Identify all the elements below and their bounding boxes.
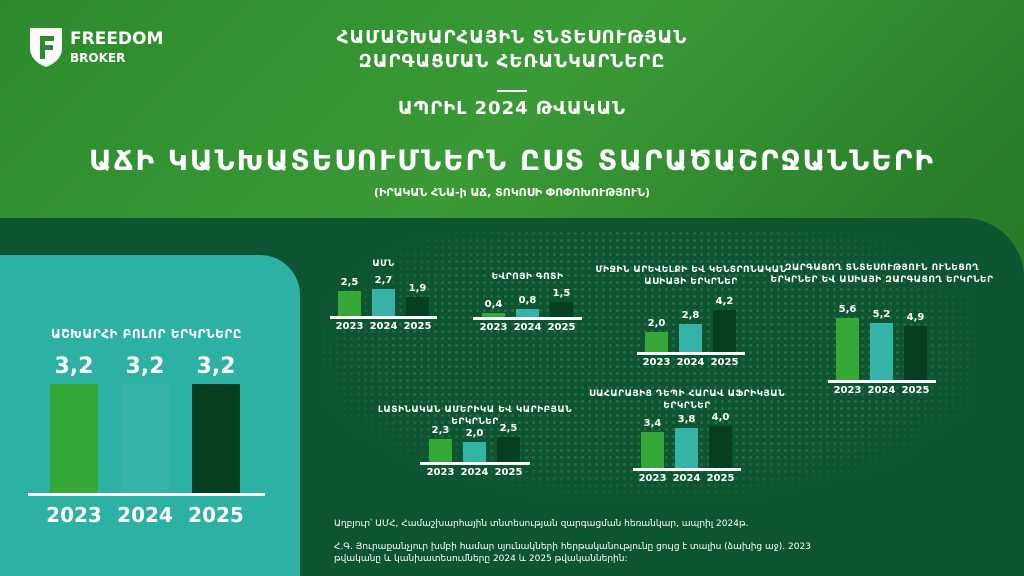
value-label: 3,8 xyxy=(677,414,696,426)
bar-2025 xyxy=(406,297,429,316)
year-label: 2023 xyxy=(479,322,508,333)
headline: ԱՃԻ ԿԱՆԽԱՏԵՍՈՒՄՆԵՐՆ ԸՍՏ ՏԱՐԱԾԱՇՐՋԱՆՆԵՐԻ xyxy=(89,144,935,177)
chart-title: ՄԻՋԻՆ ԱՐԵՎԵԼՔԻ ԵՎ ԿԵՆՏՐՈՆԱԿԱՆ ԱՍԻԱՅԻ ԵՐԿ… xyxy=(595,265,787,287)
bar-2023 xyxy=(338,291,361,316)
year-label: 2023 xyxy=(335,321,364,332)
value-label: 4,0 xyxy=(711,412,730,423)
year-label: 2023 xyxy=(46,503,102,527)
value-label: 2,0 xyxy=(465,428,484,439)
bar-2023 xyxy=(429,439,452,462)
year-label: 2023 xyxy=(426,467,455,478)
bar-2025 xyxy=(192,384,240,493)
bar-2025 xyxy=(709,426,732,468)
title-line1: ՀԱՄԱՇԽԱՐՀԱՅԻՆ ՏՆՏԵՍՈՒԹՅԱՆ xyxy=(336,27,688,48)
value-label: 2,5 xyxy=(340,277,359,288)
year-label: 2024 xyxy=(460,467,489,478)
logo-line2: BROKER xyxy=(70,50,126,65)
bar-2025 xyxy=(904,326,927,380)
baseline xyxy=(473,317,582,320)
value-label: 2,5 xyxy=(499,423,518,434)
divider xyxy=(497,90,527,92)
report-date: ԱՊՐԻԼ 2024 ԹՎԱԿԱՆ xyxy=(398,98,626,119)
bar-2025 xyxy=(550,302,573,317)
bar-2023 xyxy=(482,313,505,317)
freedom-broker-logo: FREEDOM BROKER xyxy=(28,26,163,68)
value-label: 2,3 xyxy=(431,425,450,436)
value-label: 4,2 xyxy=(715,296,734,307)
year-label: 2024 xyxy=(369,321,398,332)
value-label: 1,9 xyxy=(408,283,427,294)
bar-2024 xyxy=(463,442,486,462)
baseline xyxy=(633,468,741,471)
bar-2024 xyxy=(121,384,169,493)
bar-2024 xyxy=(516,309,539,317)
baseline xyxy=(828,380,936,383)
value-label: 3,2 xyxy=(125,354,165,380)
value-label: 5,2 xyxy=(872,308,891,320)
bar-2024 xyxy=(870,322,893,380)
report-title: ՀԱՄԱՇԽԱՐՀԱՅԻՆ ՏՆՏԵՍՈՒԹՅԱՆ ԶԱՐԳԱՑՄԱՆ ՀԵՌԱՆ… xyxy=(0,26,1024,74)
year-label: 2025 xyxy=(710,357,739,368)
baseline xyxy=(330,316,437,319)
bar-2025 xyxy=(713,310,736,352)
shield-f-icon xyxy=(30,28,62,67)
year-label: 2024 xyxy=(117,503,173,527)
bar-2025 xyxy=(497,437,520,462)
title-line2: ԶԱՐԳԱՑՄԱՆ ՀԵՌԱՆԿԱՐՆԵՐԸ xyxy=(358,51,666,72)
baseline xyxy=(420,462,530,465)
year-label: 2025 xyxy=(901,385,930,396)
baseline xyxy=(637,352,745,355)
baseline xyxy=(28,493,265,496)
year-label: 2023 xyxy=(833,385,862,396)
value-label: 3,4 xyxy=(643,418,662,430)
value-label: 3,2 xyxy=(196,354,236,380)
value-label: 2,7 xyxy=(374,275,393,286)
chart-title: ԱՄՆ xyxy=(372,259,395,269)
year-label: 2025 xyxy=(188,503,244,527)
bar-2024 xyxy=(679,324,702,352)
source-note: Աղբյուր՝ ԱՄՀ, Համաշխարհային տնտեսության … xyxy=(334,519,749,529)
footnote: Հ.Գ. Յուրաքանչյուր խմբի համար սյունակներ… xyxy=(334,542,811,564)
value-label: 5,6 xyxy=(838,304,857,316)
value-label: 3,2 xyxy=(54,354,94,380)
chart-title: ԱՇԽԱՐՀԻ ԲՈԼՈՐ ԵՐԿՐՆԵՐԸ xyxy=(51,327,242,341)
value-label: 2,8 xyxy=(681,310,700,321)
value-label: 2,0 xyxy=(647,318,666,329)
bar-2024 xyxy=(675,428,698,468)
chart-title: ԵՎՐՈՅԻ ԳՈՏԻ xyxy=(491,272,564,282)
bar-2024 xyxy=(372,289,395,316)
year-label: 2023 xyxy=(638,473,667,484)
value-label: 0,4 xyxy=(484,299,503,310)
logo-line1: FREEDOM xyxy=(70,28,164,49)
subtitle: (ԻՐԱԿԱՆ ՀՆԱ-ի ԱՃ, ՏՈԿՈՍԻ ՓՈՓՈԽՈՒԹՅՈՒՆ) xyxy=(373,186,651,199)
value-label: 4,9 xyxy=(906,312,925,324)
year-label: 2024 xyxy=(513,322,542,333)
year-label: 2025 xyxy=(403,321,432,332)
bar-2023 xyxy=(836,318,859,380)
year-label: 2024 xyxy=(672,473,701,484)
year-label: 2024 xyxy=(676,357,705,368)
chart-title: ԼԱՏԻՆԱԿԱՆ ԱՄԵՐԻԿԱ ԵՎ ԿԱՐԻԲՅԱՆ ԵՐԿՐՆԵՐ xyxy=(377,405,573,427)
bar-2023 xyxy=(641,432,664,468)
year-label: 2025 xyxy=(547,322,576,333)
year-label: 2025 xyxy=(706,473,735,484)
bar-2023 xyxy=(645,332,668,352)
year-label: 2023 xyxy=(642,357,671,368)
value-label: 1,5 xyxy=(552,288,571,299)
chart-title: ՍԱՀԱՐԱՅԻՑ ԴԵՊԻ ՀԱՐԱՎ ԱՖՐԻԿՅԱՆ ԵՐԿՐՆԵՐ xyxy=(589,389,785,411)
chart-title: ԶԱՐԳԱՑՈՂ ՏՆՏԵՍՈՒԹՅՈՒՆ ՈՒՆԵՑՈՂ ԵՐԿՐՆԵՐ ԵՎ… xyxy=(770,263,994,285)
bar-2023 xyxy=(50,384,98,493)
value-label: 0,8 xyxy=(518,295,537,306)
year-label: 2025 xyxy=(494,467,523,478)
year-label: 2024 xyxy=(867,385,896,396)
